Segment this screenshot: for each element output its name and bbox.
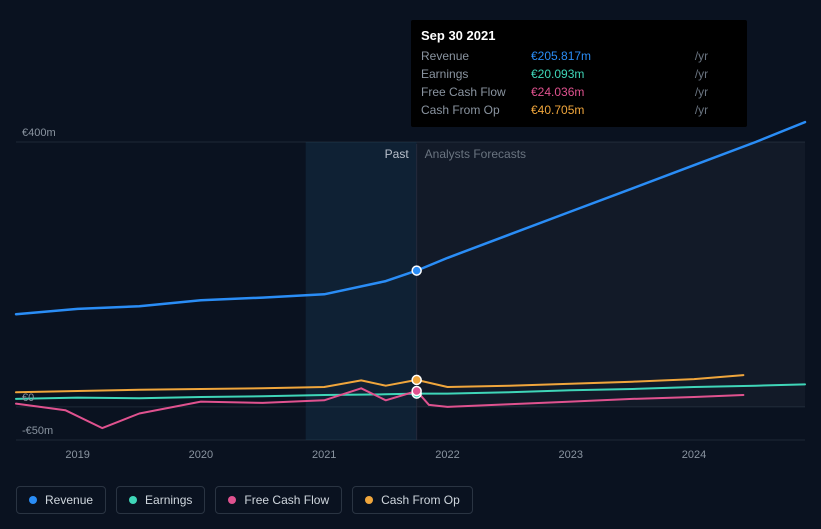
svg-text:2022: 2022 <box>435 449 459 461</box>
legend-item-label: Earnings <box>145 493 192 507</box>
tooltip-row: Revenue€205.817m/yr <box>421 47 737 65</box>
legend-dot-icon <box>228 496 236 504</box>
tooltip-row-value: €20.093m <box>531 65 691 83</box>
tooltip-row-value: €24.036m <box>531 83 691 101</box>
legend-item-fcf[interactable]: Free Cash Flow <box>215 486 342 514</box>
legend-item-label: Cash From Op <box>381 493 460 507</box>
tooltip-row-label: Earnings <box>421 65 531 83</box>
tooltip-row: Earnings€20.093m/yr <box>421 65 737 83</box>
legend-dot-icon <box>365 496 373 504</box>
svg-text:2020: 2020 <box>189 449 213 461</box>
svg-text:€0: €0 <box>22 392 34 404</box>
svg-text:-€50m: -€50m <box>22 425 53 437</box>
chart-tooltip: Sep 30 2021 Revenue€205.817m/yrEarnings€… <box>411 20 747 127</box>
svg-text:2021: 2021 <box>312 449 336 461</box>
legend-item-label: Revenue <box>45 493 93 507</box>
svg-text:Analysts Forecasts: Analysts Forecasts <box>425 147 526 161</box>
legend-dot-icon <box>129 496 137 504</box>
svg-text:€400m: €400m <box>22 127 56 139</box>
legend-dot-icon <box>29 496 37 504</box>
legend-item-revenue[interactable]: Revenue <box>16 486 106 514</box>
legend-item-earnings[interactable]: Earnings <box>116 486 205 514</box>
tooltip-row: Free Cash Flow€24.036m/yr <box>421 83 737 101</box>
legend-item-label: Free Cash Flow <box>244 493 329 507</box>
tooltip-row-unit: /yr <box>691 65 737 83</box>
tooltip-row-label: Free Cash Flow <box>421 83 531 101</box>
legend-item-cfo[interactable]: Cash From Op <box>352 486 473 514</box>
tooltip-table: Revenue€205.817m/yrEarnings€20.093m/yrFr… <box>421 47 737 119</box>
svg-text:2023: 2023 <box>559 449 583 461</box>
tooltip-date: Sep 30 2021 <box>421 28 737 43</box>
svg-text:2019: 2019 <box>65 449 89 461</box>
tooltip-row-value: €205.817m <box>531 47 691 65</box>
chart-legend: Revenue Earnings Free Cash Flow Cash From O… <box>16 486 473 514</box>
svg-text:Past: Past <box>385 147 410 161</box>
tooltip-row-label: Cash From Op <box>421 101 531 119</box>
tooltip-row-unit: /yr <box>691 47 737 65</box>
tooltip-row-label: Revenue <box>421 47 531 65</box>
svg-text:2024: 2024 <box>682 449 706 461</box>
tooltip-row-unit: /yr <box>691 101 737 119</box>
tooltip-row-value: €40.705m <box>531 101 691 119</box>
tooltip-row-unit: /yr <box>691 83 737 101</box>
tooltip-row: Cash From Op€40.705m/yr <box>421 101 737 119</box>
